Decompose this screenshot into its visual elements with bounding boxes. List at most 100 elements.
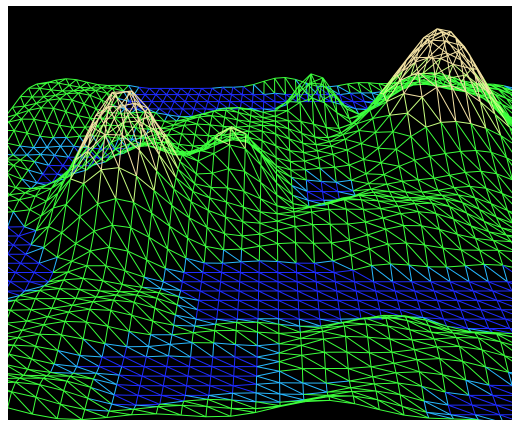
mesh-edge	[250, 122, 251, 127]
mesh-edge	[0, 227, 2, 236]
mesh-edge	[299, 310, 300, 319]
mesh-edge	[0, 118, 4, 127]
mesh-edge	[253, 85, 254, 95]
mesh-edge	[0, 353, 5, 364]
mesh-edge	[373, 192, 389, 193]
mesh-edge	[303, 383, 304, 394]
mesh-edge	[369, 352, 392, 353]
mesh-edge	[237, 310, 238, 319]
mesh-edge	[513, 91, 517, 102]
mesh-edge	[240, 262, 241, 273]
mesh-edge	[236, 331, 237, 345]
mesh-edge	[232, 134, 246, 135]
mesh-edge	[0, 353, 9, 354]
mesh-edge	[0, 263, 2, 272]
mesh-edge	[0, 335, 1, 338]
mesh-edge	[0, 160, 6, 163]
mesh-edge	[1, 131, 7, 144]
mesh-edge	[251, 110, 252, 116]
mesh-edge	[511, 242, 517, 244]
mesh-edge	[0, 378, 20, 379]
mesh-edge	[0, 131, 1, 141]
mesh-edge	[105, 135, 122, 136]
mesh-edge	[0, 122, 9, 127]
mesh-edge	[513, 180, 517, 200]
mesh-edge	[242, 222, 243, 236]
mesh-edge	[0, 140, 7, 143]
mesh-edge	[376, 132, 393, 133]
mesh-edge	[253, 95, 254, 102]
mesh-edge	[232, 393, 233, 400]
mesh-edge	[235, 345, 236, 357]
mesh-edge	[428, 58, 441, 59]
mesh-edge	[0, 236, 2, 245]
mesh-edge	[243, 207, 244, 222]
mesh-edge	[302, 369, 303, 383]
mesh-edge	[0, 323, 6, 324]
mesh-edge	[285, 78, 286, 95]
mesh-edge	[241, 249, 242, 262]
mesh-edge	[295, 227, 296, 243]
mesh-edge	[243, 191, 244, 207]
mesh-edge	[0, 173, 7, 183]
mesh-edge	[512, 291, 517, 300]
mesh-edge	[233, 386, 234, 393]
mesh-edge	[512, 291, 517, 300]
mesh-edge	[489, 385, 512, 386]
mesh-edge	[297, 282, 298, 291]
mesh-edge	[298, 291, 299, 300]
mesh-edge	[53, 272, 68, 273]
mesh-edge	[513, 180, 517, 188]
terrain-render	[0, 0, 517, 426]
mesh-edge	[300, 332, 301, 338]
mesh-edge	[245, 149, 246, 172]
mesh-edge	[298, 300, 299, 309]
mesh-edge	[369, 184, 387, 185]
mesh-edge	[512, 386, 517, 396]
mesh-edge	[301, 338, 302, 345]
mesh-edge	[214, 110, 226, 111]
mesh-edge	[0, 194, 3, 202]
mesh-edge	[0, 324, 1, 335]
mesh-edge	[1, 323, 6, 335]
mesh-edge	[292, 195, 293, 204]
mesh-edge	[513, 91, 517, 95]
mesh-edge	[239, 282, 240, 291]
mesh-edge	[0, 282, 5, 291]
mesh-edge	[1, 122, 9, 131]
mesh-edge	[512, 386, 516, 396]
mesh-edge	[2, 227, 8, 236]
mesh-edge	[65, 321, 86, 322]
mesh-edge	[346, 336, 368, 337]
mesh-edge	[250, 116, 251, 122]
mesh-edge	[0, 168, 7, 173]
page: {} html, body { margin: 0; padding: 0; b…	[0, 0, 517, 426]
mesh-edge	[240, 273, 241, 282]
mesh-edge	[236, 322, 237, 330]
mesh-edge	[0, 212, 13, 213]
mesh-edge	[245, 134, 246, 149]
mesh-edge	[511, 242, 517, 257]
mesh-edge	[291, 170, 292, 177]
mesh-edge	[233, 87, 244, 88]
mesh-edge	[161, 128, 171, 129]
mesh-edge	[301, 345, 302, 355]
mesh-edge	[513, 91, 517, 99]
mesh-edge	[513, 223, 517, 231]
mesh-edge	[132, 112, 144, 113]
mesh-edge	[2, 254, 8, 263]
mesh-edge	[0, 364, 4, 373]
mesh-edge	[0, 254, 2, 263]
mesh-edge	[0, 360, 5, 365]
mesh-edge	[513, 180, 517, 206]
mesh-edge	[286, 94, 287, 101]
mesh-edge	[0, 312, 6, 323]
mesh-edge	[292, 186, 293, 196]
mesh-edge	[0, 194, 9, 195]
mesh-edge	[290, 151, 291, 162]
mesh-edge	[291, 177, 292, 185]
mesh-edge	[114, 395, 138, 396]
mesh-edge	[252, 102, 253, 109]
mesh-edge	[290, 161, 304, 162]
mesh-edge	[297, 273, 298, 282]
